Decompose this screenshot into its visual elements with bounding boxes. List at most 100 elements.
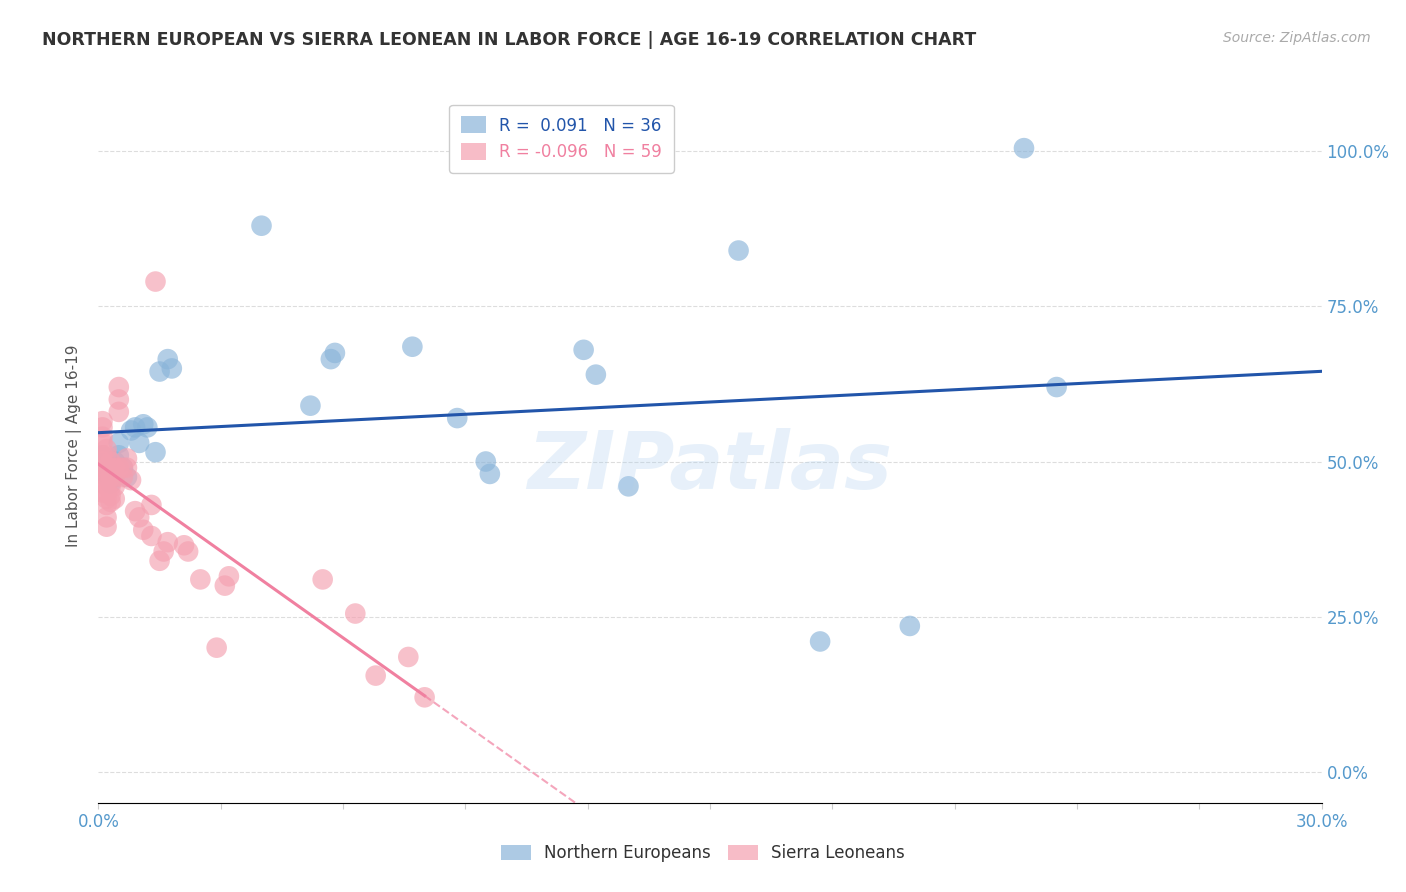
Point bbox=[91, 448, 114, 462]
Point bbox=[572, 343, 595, 357]
Point bbox=[91, 476, 114, 491]
Point bbox=[474, 454, 498, 468]
Point bbox=[205, 640, 228, 655]
Point bbox=[128, 510, 150, 524]
Point bbox=[808, 634, 831, 648]
Point bbox=[115, 470, 138, 484]
Point bbox=[115, 460, 138, 475]
Point bbox=[100, 479, 122, 493]
Point bbox=[396, 650, 419, 665]
Point bbox=[173, 538, 195, 552]
Point bbox=[136, 420, 159, 434]
Point bbox=[413, 690, 436, 705]
Point bbox=[108, 392, 131, 407]
Point bbox=[108, 460, 131, 475]
Point bbox=[1012, 141, 1035, 155]
Point bbox=[96, 485, 118, 500]
Point bbox=[108, 380, 131, 394]
Point bbox=[401, 340, 423, 354]
Point bbox=[104, 491, 127, 506]
Text: ZIPatlas: ZIPatlas bbox=[527, 428, 893, 507]
Y-axis label: In Labor Force | Age 16-19: In Labor Force | Age 16-19 bbox=[66, 344, 83, 548]
Point bbox=[132, 523, 155, 537]
Point bbox=[898, 619, 921, 633]
Point bbox=[124, 420, 146, 434]
Point bbox=[1045, 380, 1069, 394]
Point bbox=[96, 448, 118, 462]
Point bbox=[141, 529, 163, 543]
Point bbox=[100, 460, 122, 475]
Point bbox=[111, 460, 134, 475]
Point bbox=[344, 607, 367, 621]
Point bbox=[91, 430, 114, 444]
Legend: Northern Europeans, Sierra Leoneans: Northern Europeans, Sierra Leoneans bbox=[492, 836, 914, 871]
Text: NORTHERN EUROPEAN VS SIERRA LEONEAN IN LABOR FORCE | AGE 16-19 CORRELATION CHART: NORTHERN EUROPEAN VS SIERRA LEONEAN IN L… bbox=[42, 31, 976, 49]
Point bbox=[91, 467, 114, 481]
Point bbox=[104, 454, 127, 468]
Point bbox=[141, 498, 163, 512]
Point bbox=[104, 460, 127, 475]
Point bbox=[128, 436, 150, 450]
Point bbox=[149, 554, 172, 568]
Point bbox=[323, 346, 346, 360]
Point bbox=[145, 445, 167, 459]
Point bbox=[91, 436, 114, 450]
Point bbox=[160, 361, 183, 376]
Point bbox=[96, 467, 118, 481]
Point bbox=[96, 510, 118, 524]
Point bbox=[364, 668, 387, 682]
Point bbox=[96, 470, 118, 484]
Point bbox=[96, 442, 118, 456]
Point bbox=[312, 573, 335, 587]
Point bbox=[124, 504, 146, 518]
Point bbox=[156, 535, 179, 549]
Point bbox=[100, 470, 122, 484]
Point bbox=[218, 569, 240, 583]
Point bbox=[108, 405, 131, 419]
Point bbox=[145, 275, 167, 289]
Point bbox=[617, 479, 640, 493]
Point bbox=[108, 436, 131, 450]
Point bbox=[214, 579, 236, 593]
Point bbox=[91, 454, 114, 468]
Point bbox=[91, 414, 114, 428]
Point bbox=[96, 498, 118, 512]
Point bbox=[100, 470, 122, 484]
Point bbox=[91, 420, 114, 434]
Point bbox=[727, 244, 749, 258]
Point bbox=[156, 352, 179, 367]
Point bbox=[91, 448, 114, 462]
Point bbox=[188, 573, 212, 587]
Point bbox=[319, 352, 342, 367]
Point bbox=[111, 470, 134, 484]
Point bbox=[104, 479, 127, 493]
Point bbox=[96, 460, 118, 475]
Point bbox=[100, 454, 122, 468]
Point bbox=[111, 460, 134, 475]
Point bbox=[96, 491, 118, 506]
Point bbox=[104, 470, 127, 484]
Point bbox=[115, 451, 138, 466]
Point bbox=[108, 448, 131, 462]
Point bbox=[96, 460, 118, 475]
Text: Source: ZipAtlas.com: Source: ZipAtlas.com bbox=[1223, 31, 1371, 45]
Point bbox=[132, 417, 155, 432]
Point bbox=[177, 544, 200, 558]
Point bbox=[104, 470, 127, 484]
Legend: R =  0.091   N = 36, R = -0.096   N = 59: R = 0.091 N = 36, R = -0.096 N = 59 bbox=[450, 104, 673, 173]
Point bbox=[96, 479, 118, 493]
Point bbox=[100, 476, 122, 491]
Point bbox=[120, 473, 142, 487]
Point bbox=[585, 368, 607, 382]
Point bbox=[149, 365, 172, 379]
Point bbox=[91, 460, 114, 475]
Point bbox=[446, 411, 468, 425]
Point bbox=[100, 495, 122, 509]
Point bbox=[96, 519, 118, 533]
Point bbox=[299, 399, 322, 413]
Point bbox=[478, 467, 501, 481]
Point bbox=[91, 485, 114, 500]
Point bbox=[250, 219, 273, 233]
Point bbox=[152, 544, 174, 558]
Point bbox=[120, 424, 142, 438]
